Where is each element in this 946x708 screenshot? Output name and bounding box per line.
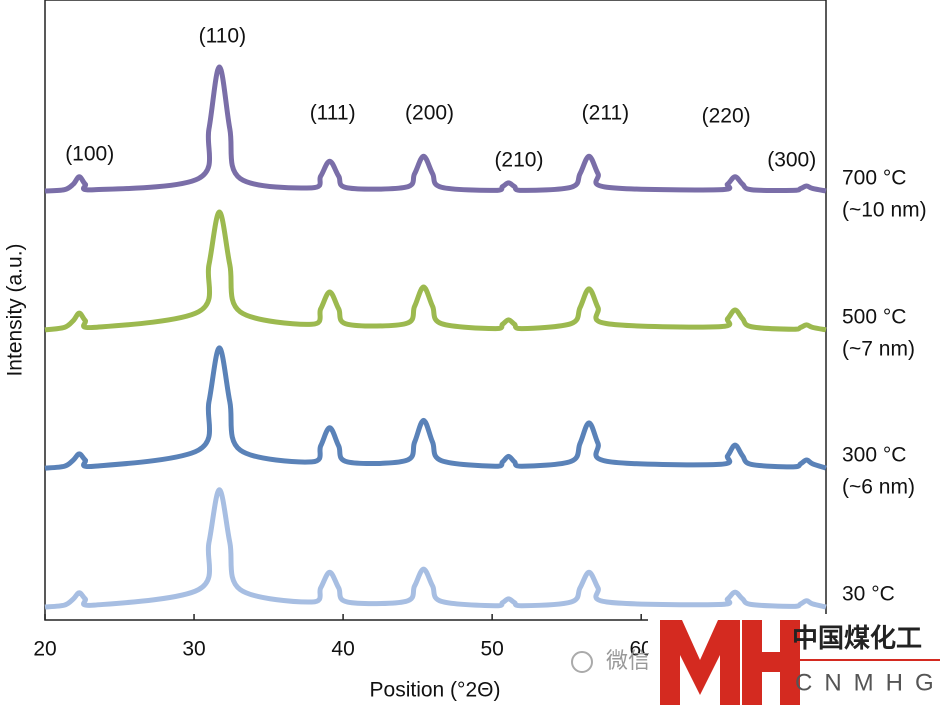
watermark: 微信 中国煤化工 CNMHG	[571, 614, 946, 708]
peak-label: (100)	[65, 143, 114, 166]
legend-label: 30 °C	[842, 583, 895, 606]
x-tick-label: 40	[331, 638, 354, 661]
legend-label: 300 °C	[842, 444, 906, 467]
watermark-name: 中国煤化工	[792, 623, 922, 653]
plot-frame	[44, 0, 827, 621]
legend-label: 500 °C	[842, 305, 906, 328]
x-tick-label: 60	[630, 638, 653, 661]
series-line	[44, 487, 827, 610]
watermark-code: CNMHG	[795, 669, 946, 696]
legend-label: 700 °C	[842, 167, 906, 190]
x-tick-label: 30	[182, 638, 205, 661]
x-tick-label: 50	[480, 638, 503, 661]
x-tick-label: 20	[33, 638, 56, 661]
peak-label: (110)	[199, 25, 246, 48]
series-line	[44, 345, 827, 471]
peak-label: (300)	[767, 149, 816, 172]
peak-label: (111)	[310, 102, 356, 125]
series-line	[44, 209, 827, 333]
logo-m	[660, 620, 740, 705]
peak-label: (220)	[702, 105, 751, 128]
x-axis-label: Position (°2Θ)	[370, 679, 501, 702]
series-line	[44, 64, 827, 194]
peak-label: (200)	[405, 102, 454, 125]
logo-h	[742, 620, 800, 705]
legend-size: (~7 nm)	[842, 337, 915, 360]
legend-size: (~6 nm)	[842, 476, 915, 499]
y-axis-label: Intensity (a.u.)	[4, 243, 27, 376]
peak-label: (211)	[582, 102, 629, 125]
peak-label: (210)	[494, 149, 543, 172]
watermark-app: 微信	[606, 648, 650, 673]
wechat-icon	[571, 651, 593, 673]
legend-size: (~10 nm)	[842, 199, 927, 222]
